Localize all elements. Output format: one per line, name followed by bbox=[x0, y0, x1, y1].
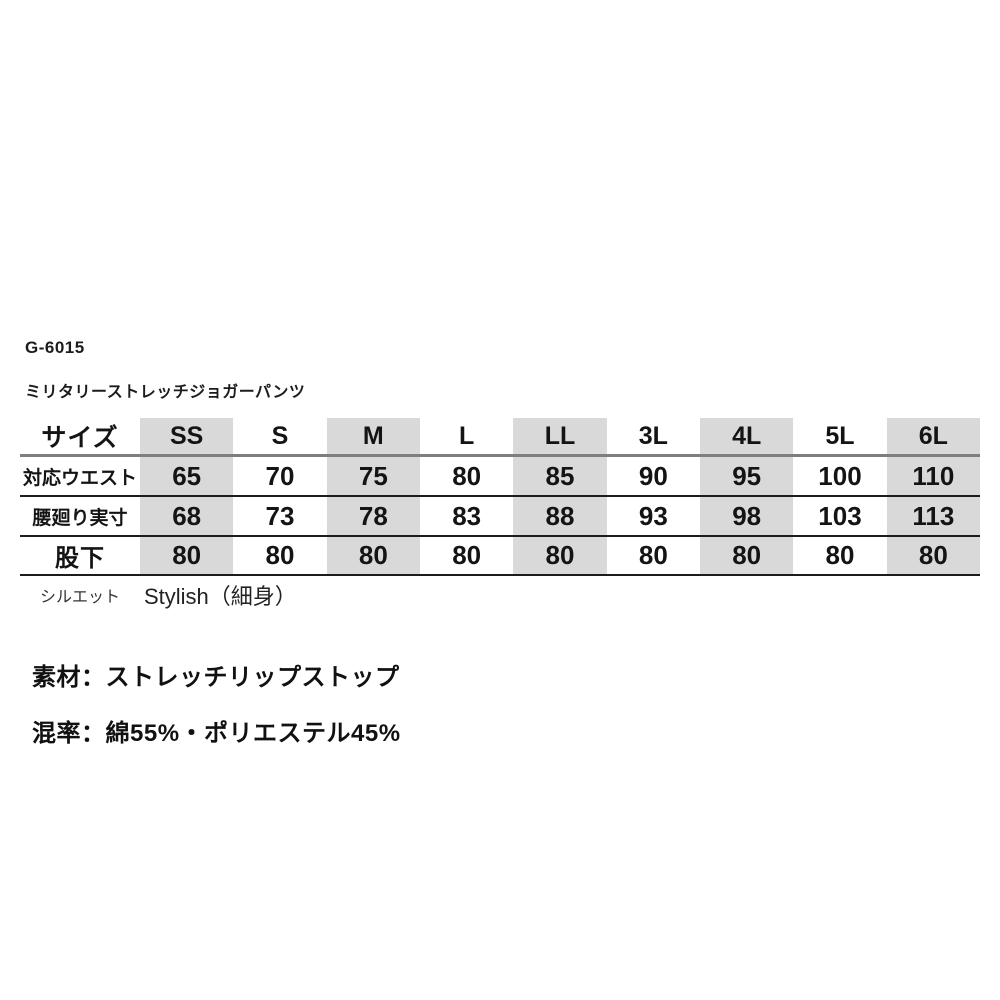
size-column-header: S bbox=[233, 418, 327, 457]
table-cell: 80 bbox=[420, 457, 514, 497]
silhouette-value: Stylish（細身） bbox=[144, 584, 297, 609]
table-cell: 98 bbox=[700, 497, 794, 537]
material-text: 素材：ストレッチリップストップ bbox=[32, 664, 400, 691]
table-cell: 110 bbox=[886, 457, 980, 497]
table-cell: 103 bbox=[793, 497, 887, 537]
table-cell: 80 bbox=[793, 537, 887, 576]
table-cell: 80 bbox=[233, 537, 327, 576]
size-table: サイズ SS S M L LL 3L 4L 5L 6L 対応ウエスト 65 70 75 80 85 90 95 10… bbox=[20, 418, 980, 576]
table-cell: 113 bbox=[886, 497, 980, 537]
size-column-header: 4L bbox=[700, 418, 794, 457]
table-cell: 80 bbox=[700, 537, 794, 576]
table-cell: 80 bbox=[886, 537, 980, 576]
table-cell: 95 bbox=[700, 457, 794, 497]
row-label: 対応ウエスト bbox=[20, 457, 140, 497]
product-name: ミリタリーストレッチジョガーパンツ bbox=[25, 384, 306, 401]
size-column-header: L bbox=[420, 418, 514, 457]
row-label: 股下 bbox=[20, 537, 140, 576]
table-cell: 93 bbox=[606, 497, 700, 537]
size-column-header: 6L bbox=[886, 418, 980, 457]
table-cell: 68 bbox=[140, 497, 234, 537]
table-cell: 80 bbox=[513, 537, 607, 576]
table-cell: 90 bbox=[606, 457, 700, 497]
size-column-header: LL bbox=[513, 418, 607, 457]
table-cell: 83 bbox=[420, 497, 514, 537]
table-cell: 75 bbox=[326, 457, 420, 497]
size-column-header: SS bbox=[140, 418, 234, 457]
size-column-header: 3L bbox=[606, 418, 700, 457]
row-label: 腰廻り実寸 bbox=[20, 497, 140, 537]
product-code: G-6015 bbox=[25, 338, 85, 357]
table-cell: 80 bbox=[326, 537, 420, 576]
size-column-header: 5L bbox=[793, 418, 887, 457]
silhouette-label: シルエット bbox=[39, 589, 120, 606]
table-cell: 100 bbox=[793, 457, 887, 497]
size-header-label: サイズ bbox=[20, 418, 140, 457]
table-cell: 78 bbox=[326, 497, 420, 537]
table-cell: 80 bbox=[140, 537, 234, 576]
table-cell: 80 bbox=[420, 537, 514, 576]
table-cell: 80 bbox=[606, 537, 700, 576]
silhouette-row: シルエット Stylish（細身） bbox=[20, 578, 980, 612]
table-cell: 85 bbox=[513, 457, 607, 497]
size-column-header: M bbox=[326, 418, 420, 457]
table-cell: 88 bbox=[513, 497, 607, 537]
blend-text: 混率：綿55%・ポリエステル45% bbox=[32, 720, 401, 747]
table-cell: 70 bbox=[233, 457, 327, 497]
table-cell: 65 bbox=[140, 457, 234, 497]
table-cell: 73 bbox=[233, 497, 327, 537]
